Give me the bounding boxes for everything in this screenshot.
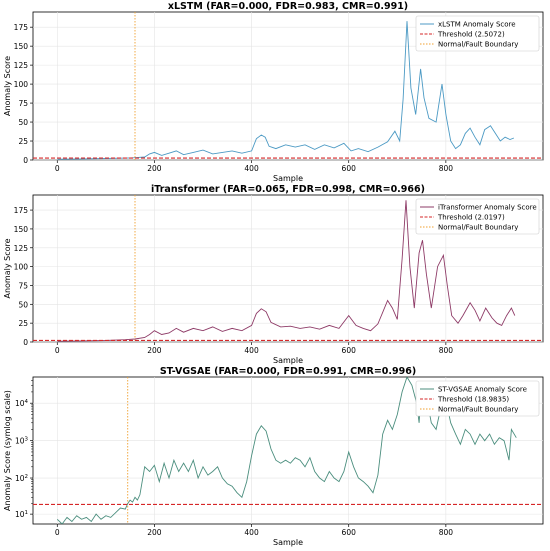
panel-title: xLSTM (FAR=0.000, FDR=0.983, CMR=0.991) (168, 1, 408, 12)
legend-label: Threshold (2.5072) (437, 31, 505, 39)
legend-box (415, 198, 540, 235)
x-tick-label: 600 (342, 346, 357, 355)
legend: ST-VGSAE Anomaly Score Threshold (18.9835… (415, 380, 540, 417)
x-tick-label: 600 (342, 528, 357, 537)
panel-3: 0 200 400 600 800 101 102 103 104 ST-VGSAE (FAR=0… (3, 366, 544, 547)
legend-label: Normal/Fault Boundary (438, 406, 518, 414)
x-tick-label: 0 (55, 164, 60, 173)
y-tick-label: 104 (15, 399, 29, 408)
y-tick-label: 150 (14, 225, 29, 234)
y-tick-label: 75 (18, 281, 28, 290)
y-tick-label: 0 (23, 338, 28, 347)
x-axis-label: Sample (273, 356, 303, 365)
legend: xLSTM Anomaly Score Threshold (2.5072) Nor… (415, 15, 540, 52)
y-tick-label: 0 (23, 156, 28, 165)
x-tick-label: 200 (147, 528, 162, 537)
panel-title: ST-VGSAE (FAR=0.000, FDR=0.991, CMR=0.99… (160, 366, 416, 377)
y-tick-label: 100 (14, 80, 29, 89)
y-tick-label: 101 (15, 510, 28, 519)
anomaly-score-line (56, 377, 517, 524)
legend-box (415, 15, 540, 52)
y-tick-label: 75 (18, 99, 28, 108)
legend-label: Normal/Fault Boundary (438, 41, 518, 49)
x-tick-label: 200 (147, 164, 162, 173)
legend-label: Threshold (2.0197) (437, 214, 505, 222)
y-tick-label: 50 (18, 118, 28, 127)
x-tick-label: 400 (244, 346, 259, 355)
x-axis-label: Sample (273, 174, 303, 183)
x-tick-label: 800 (439, 346, 454, 355)
anomaly-score-line (57, 21, 515, 160)
y-tick-label: 150 (14, 42, 29, 51)
y-axis-label: Anomaly Score (3, 56, 12, 116)
panel-2: 0 200 400 600 800 0 25 50 75 100 125 150 175 iTransfo… (3, 184, 544, 365)
y-axis-label: Anomaly Score (symlog scale) (3, 390, 12, 511)
x-tick-label: 400 (244, 528, 259, 537)
panel-1: 0 200 400 600 800 0 25 50 75 100 125 150 175 xLSTM (F… (3, 1, 544, 183)
y-tick-label: 175 (14, 23, 29, 32)
y-tick-label: 125 (14, 61, 29, 70)
y-tick-label: 25 (18, 319, 28, 328)
y-tick-label: 103 (15, 437, 29, 446)
x-tick-label: 600 (342, 164, 357, 173)
legend-label: Normal/Fault Boundary (438, 224, 518, 232)
x-tick-label: 0 (55, 346, 60, 355)
anomaly-score-line (57, 200, 516, 342)
y-tick-label: 50 (18, 300, 28, 309)
y-tick-label: 125 (14, 244, 29, 253)
x-tick-label: 200 (147, 346, 162, 355)
x-tick-label: 0 (55, 528, 60, 537)
x-tick-label: 800 (439, 164, 454, 173)
x-tick-label: 400 (244, 164, 259, 173)
legend-box (415, 380, 540, 417)
y-tick-label: 102 (15, 474, 28, 483)
y-tick-label: 25 (18, 137, 28, 146)
x-tick-label: 800 (439, 528, 454, 537)
legend: iTransformer Anomaly Score Threshold (2.0… (415, 198, 540, 235)
y-tick-label: 100 (14, 263, 29, 272)
legend-label: iTransformer Anomaly Score (438, 204, 537, 212)
y-axis-label: Anomaly Score (3, 238, 12, 298)
legend-label: Threshold (18.9835) (437, 396, 509, 404)
panel-title: iTransformer (FAR=0.065, FDR=0.998, CMR=… (151, 184, 425, 195)
legend-label: xLSTM Anomaly Score (438, 21, 516, 29)
legend-label: ST-VGSAE Anomaly Score (438, 386, 527, 394)
x-axis-label: Sample (273, 538, 303, 547)
y-tick-label: 175 (14, 206, 29, 215)
